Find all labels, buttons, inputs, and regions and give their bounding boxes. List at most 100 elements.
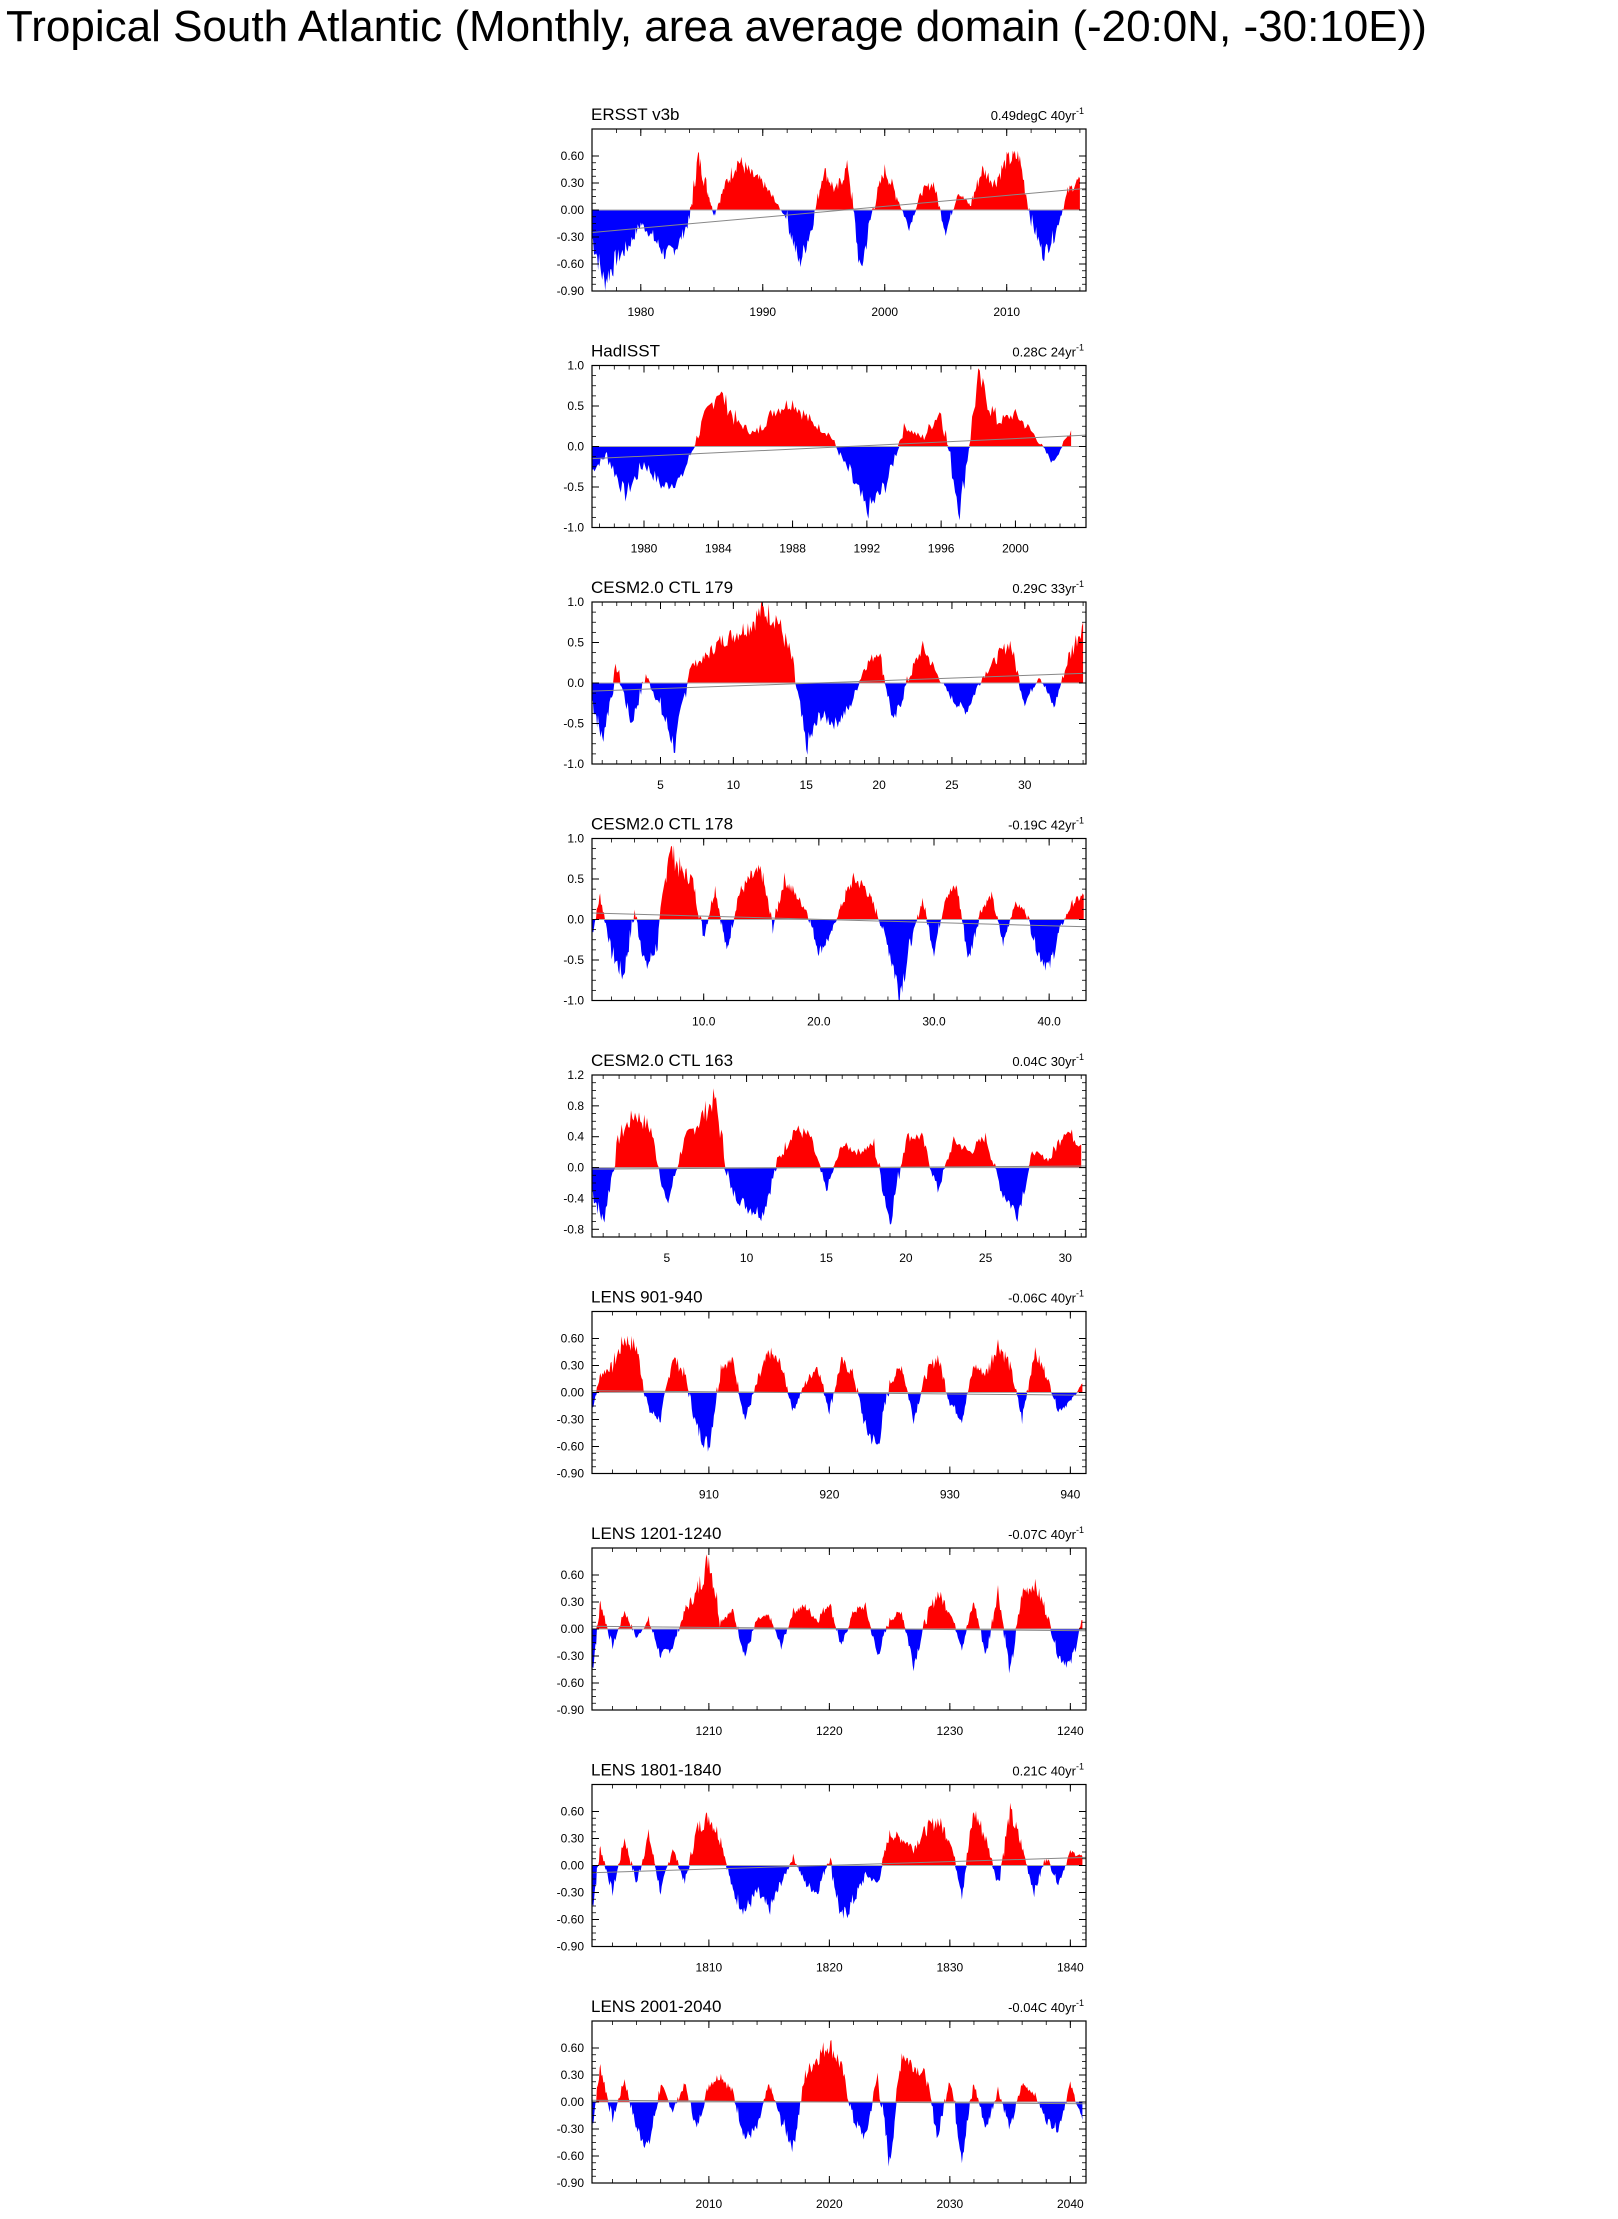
trend-line (591, 434, 1087, 460)
y-tick-label: 0.60 (561, 1332, 585, 1346)
y-tick-label: -0.60 (557, 1676, 585, 1690)
x-tick-label: 1240 (1057, 1724, 1084, 1738)
y-tick-label: 0.5 (567, 636, 584, 650)
trend-line (591, 672, 1087, 692)
y-tick-label: 1.0 (567, 832, 584, 846)
series-negative (592, 1167, 1082, 1225)
y-tick-label: -0.90 (557, 284, 585, 298)
panel-title: LENS 1201-1240 (591, 1524, 721, 1543)
series-negative (592, 683, 1084, 755)
x-tick-label: 1220 (816, 1724, 843, 1738)
y-tick-label: 0.00 (561, 2095, 585, 2109)
x-tick-label: 30 (1059, 1251, 1073, 1265)
series-negative (592, 1392, 1083, 1452)
series-positive (592, 368, 1072, 447)
series-negative (592, 2102, 1083, 2167)
y-tick-label: -1.0 (563, 994, 584, 1008)
x-tick-label: 1980 (627, 305, 654, 319)
x-tick-label: 1988 (779, 542, 806, 556)
x-tick-label: 1810 (696, 1961, 723, 1975)
x-tick-label: 2000 (871, 305, 898, 319)
series-positive (592, 845, 1084, 920)
panel-title: LENS 1801-1840 (591, 1761, 721, 1780)
x-tick-label: 910 (699, 1488, 719, 1502)
plot-area (592, 2040, 1083, 2167)
series-positive (592, 1802, 1083, 1866)
y-tick-label: -0.30 (557, 1649, 585, 1663)
x-tick-label: 1992 (854, 542, 881, 556)
y-tick-label: 0.30 (561, 176, 585, 190)
y-tick-label: 0.0 (567, 913, 584, 927)
x-tick-label: 2000 (1002, 542, 1029, 556)
panel-1: ERSST v3b 0.49degC 40yr-1 0.60 0.30 0.00 -0.3… (557, 105, 1087, 319)
plot-frame (591, 1074, 1087, 1238)
y-tick-label: -0.5 (563, 953, 584, 967)
page-title: Tropical South Atlantic (Monthly, area a… (6, 2, 1427, 51)
y-tick-label: 0.30 (561, 1359, 585, 1373)
y-tick-label: -0.30 (557, 1413, 585, 1427)
x-tick-label: 1980 (631, 542, 658, 556)
y-tick-label: -0.8 (563, 1222, 584, 1236)
x-tick-label: 1230 (936, 1724, 963, 1738)
x-tick-label: 1830 (936, 1961, 963, 1975)
series-negative (592, 1865, 1083, 1919)
y-tick-label: 0.5 (567, 872, 584, 886)
series-negative (592, 1629, 1083, 1675)
panel-7: LENS 1201-1240 -0.07C 40yr-1 0.60 0.30 0.00 -… (557, 1524, 1087, 1738)
x-tick-label: 20 (872, 778, 886, 792)
y-tick-label: -1.0 (563, 757, 584, 771)
trend-label: -0.04C 40yr-1 (1008, 1998, 1084, 2015)
y-tick-label: -0.60 (557, 1913, 585, 1927)
panel-5: CESM2.0 CTL 163 0.04C 30yr-1 1.2 0.8 0.4 0.0 -… (563, 1051, 1087, 1265)
y-tick-label: -0.30 (557, 2122, 585, 2136)
plot-area (592, 1802, 1083, 1919)
series-positive (592, 602, 1084, 683)
x-tick-label: 2010 (696, 2197, 723, 2211)
trend-label: 0.29C 33yr-1 (1012, 579, 1084, 596)
plot-area (592, 150, 1080, 291)
series-positive (592, 2040, 1083, 2102)
x-tick-label: 5 (657, 778, 664, 792)
series-negative (592, 446, 1072, 521)
x-tick-label: 1984 (705, 542, 732, 556)
y-tick-label: -0.60 (557, 1440, 585, 1454)
x-tick-label: 930 (940, 1488, 960, 1502)
y-tick-label: -0.60 (557, 2149, 585, 2163)
panel-6: LENS 901-940 -0.06C 40yr-1 0.60 0.30 0.00 -0.… (557, 1288, 1087, 1502)
y-tick-label: 1.0 (567, 595, 584, 609)
y-tick-label: -0.90 (557, 2176, 585, 2190)
panel-title: CESM2.0 CTL 178 (591, 815, 733, 834)
series-negative (592, 919, 1084, 1001)
x-tick-label: 5 (664, 1251, 671, 1265)
trend-label: 0.04C 30yr-1 (1012, 1052, 1084, 1069)
y-tick-label: 0.0 (567, 676, 584, 690)
plot-area (592, 368, 1072, 521)
y-tick-label: -0.5 (563, 480, 584, 494)
plot-area (592, 845, 1084, 1001)
panel-title: LENS 901-940 (591, 1288, 703, 1307)
x-tick-label: 1820 (816, 1961, 843, 1975)
plot-area (592, 1335, 1083, 1452)
y-tick-label: 0.0 (567, 440, 584, 454)
trend-line (591, 1165, 1087, 1170)
x-tick-label: 10.0 (692, 1015, 716, 1029)
y-tick-label: 0.60 (561, 1805, 585, 1819)
x-tick-label: 20.0 (807, 1015, 831, 1029)
trend-line (591, 912, 1087, 928)
plot-area (592, 1088, 1082, 1225)
x-tick-label: 1996 (928, 542, 955, 556)
y-tick-label: 0.5 (567, 399, 584, 413)
x-tick-label: 2010 (993, 305, 1020, 319)
x-tick-label: 920 (819, 1488, 839, 1502)
y-tick-label: 0.00 (561, 203, 585, 217)
trend-line (591, 2099, 1087, 2105)
x-tick-label: 1840 (1057, 1961, 1084, 1975)
x-tick-label: 30 (1018, 778, 1032, 792)
trend-line (591, 1856, 1087, 1874)
x-tick-label: 40.0 (1037, 1015, 1061, 1029)
panel-title: HadISST (591, 342, 660, 361)
series-positive (592, 1335, 1083, 1393)
x-tick-label: 15 (820, 1251, 834, 1265)
x-tick-label: 10 (740, 1251, 754, 1265)
